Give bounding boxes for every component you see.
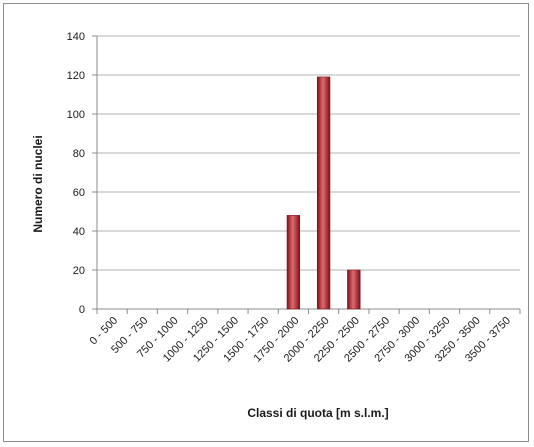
y-tick-label: 40 (73, 226, 85, 238)
y-tick-label: 20 (73, 265, 85, 277)
bars (286, 76, 361, 310)
chart-frame: 0 20 40 60 80 100 120 140 0 - 500 500 - 750 750 -… (3, 3, 529, 442)
bar (347, 269, 361, 310)
y-tick-label: 0 (79, 304, 85, 316)
bar (316, 76, 331, 310)
x-axis-title: Classi di quota [m s.l.m.] (247, 406, 388, 420)
y-tick-label: 100 (67, 109, 85, 121)
y-tick-label: 120 (67, 70, 85, 82)
axes (92, 35, 521, 314)
gridlines (97, 35, 520, 271)
bar (286, 215, 301, 310)
y-tick-label: 60 (73, 187, 85, 199)
y-tick-label: 80 (73, 148, 85, 160)
y-axis-title: Numero di nuclei (31, 135, 45, 232)
y-tick-labels: 0 20 40 60 80 100 120 140 (67, 31, 85, 316)
y-tick-label: 140 (67, 31, 85, 43)
